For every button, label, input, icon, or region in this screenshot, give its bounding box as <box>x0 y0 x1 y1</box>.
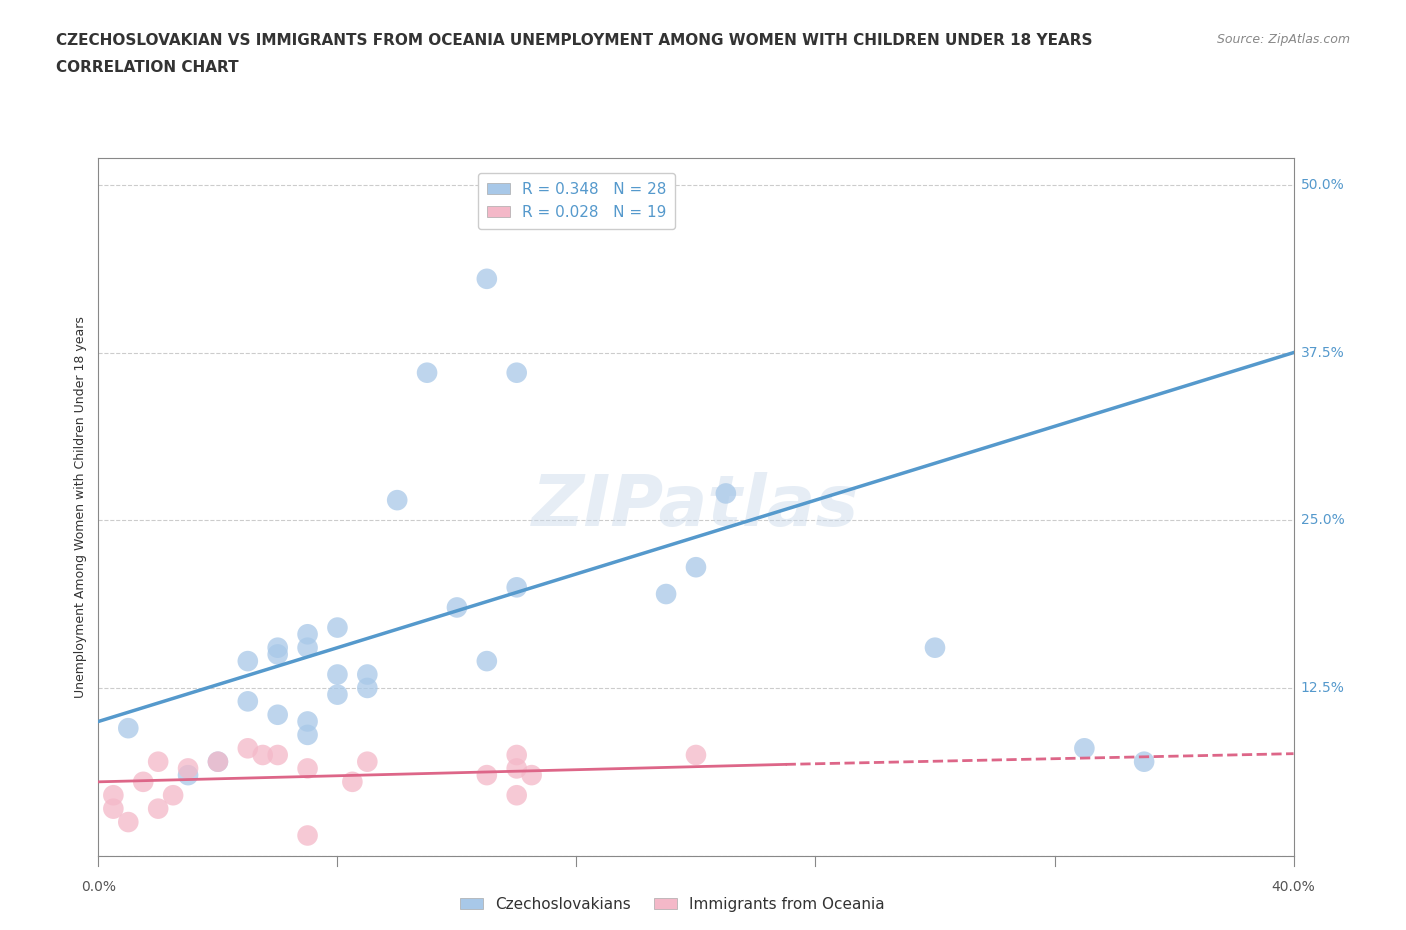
Point <box>506 365 529 380</box>
Point <box>297 640 319 655</box>
Point <box>1073 741 1095 756</box>
Point <box>267 708 290 723</box>
Text: 40.0%: 40.0% <box>1271 880 1316 894</box>
Point <box>177 761 200 776</box>
Text: CORRELATION CHART: CORRELATION CHART <box>56 60 239 75</box>
Point <box>103 802 125 817</box>
Point <box>297 714 319 729</box>
Point <box>267 748 290 763</box>
Point <box>117 721 139 736</box>
Point <box>506 748 529 763</box>
Point <box>655 587 678 602</box>
Point <box>506 761 529 776</box>
Point <box>148 802 170 817</box>
Point <box>162 788 184 803</box>
Point <box>297 828 319 843</box>
Point <box>267 647 290 662</box>
Point <box>207 754 229 769</box>
Text: 37.5%: 37.5% <box>1301 346 1344 360</box>
Point <box>326 620 349 635</box>
Point <box>475 654 498 669</box>
Point <box>252 748 274 763</box>
Text: ZIPatlas: ZIPatlas <box>533 472 859 541</box>
Point <box>520 767 543 782</box>
Point <box>326 667 349 682</box>
Point <box>297 727 319 742</box>
Point <box>297 627 319 642</box>
Point <box>475 767 498 782</box>
Point <box>685 748 707 763</box>
Point <box>685 560 707 575</box>
Text: 50.0%: 50.0% <box>1301 178 1344 192</box>
Point <box>148 754 170 769</box>
Point <box>924 640 946 655</box>
Point <box>356 681 378 696</box>
Point <box>342 775 364 790</box>
Text: 25.0%: 25.0% <box>1301 513 1344 527</box>
Point <box>506 580 529 595</box>
Point <box>356 754 378 769</box>
Point <box>117 815 139 830</box>
Point <box>267 640 290 655</box>
Point <box>356 667 378 682</box>
Point <box>1133 754 1156 769</box>
Text: CZECHOSLOVAKIAN VS IMMIGRANTS FROM OCEANIA UNEMPLOYMENT AMONG WOMEN WITH CHILDRE: CZECHOSLOVAKIAN VS IMMIGRANTS FROM OCEAN… <box>56 33 1092 47</box>
Y-axis label: Unemployment Among Women with Children Under 18 years: Unemployment Among Women with Children U… <box>75 316 87 698</box>
Point <box>385 493 409 508</box>
Point <box>177 767 200 782</box>
Text: 0.0%: 0.0% <box>82 880 115 894</box>
Point <box>506 788 529 803</box>
Point <box>103 788 125 803</box>
Point <box>416 365 439 380</box>
Legend: Czechoslovakians, Immigrants from Oceania: Czechoslovakians, Immigrants from Oceani… <box>454 891 890 918</box>
Point <box>207 754 229 769</box>
Text: Source: ZipAtlas.com: Source: ZipAtlas.com <box>1216 33 1350 46</box>
Text: 12.5%: 12.5% <box>1301 681 1344 695</box>
Point <box>714 486 737 501</box>
Point <box>446 600 468 615</box>
Point <box>132 775 155 790</box>
Point <box>236 654 259 669</box>
Point <box>236 741 259 756</box>
Point <box>297 761 319 776</box>
Point <box>326 687 349 702</box>
Point <box>475 272 498 286</box>
Point <box>236 694 259 709</box>
